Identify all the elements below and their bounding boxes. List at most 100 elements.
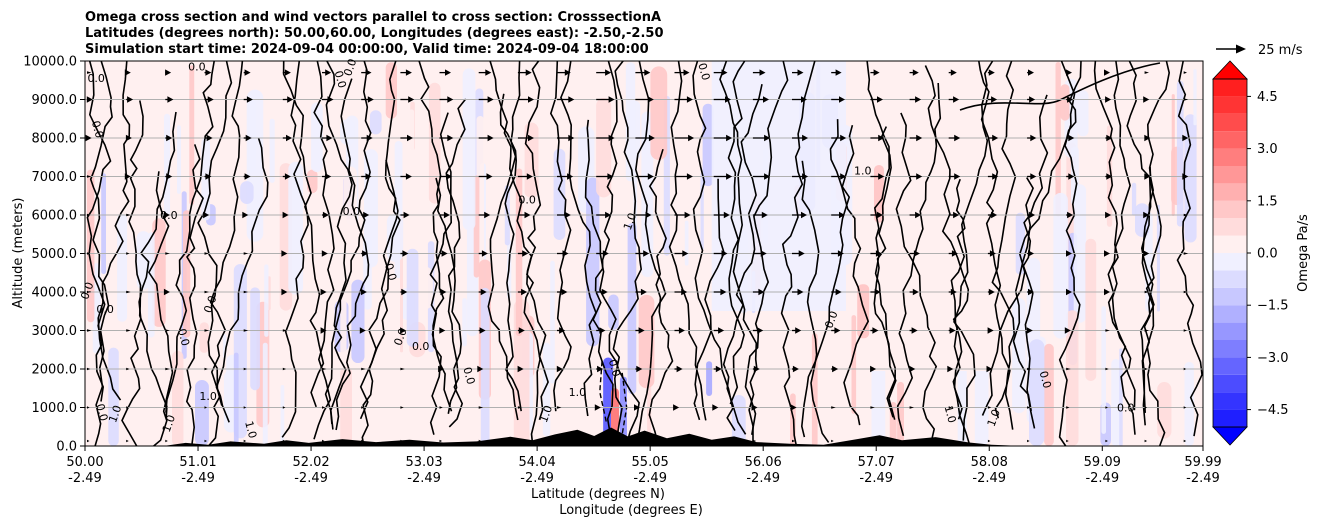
wind-arrow-head	[246, 96, 253, 103]
omega-patch	[868, 71, 1003, 371]
wind-arrow-head	[877, 211, 883, 219]
omega-patch	[650, 66, 668, 160]
x-tick-label-lat: 54.04	[519, 455, 556, 470]
omega-patch	[684, 220, 689, 266]
wind-arrow-head	[407, 134, 413, 142]
contour-label: 1.0	[854, 165, 872, 178]
contour-line	[1140, 60, 1171, 413]
colorbar-band	[1213, 131, 1247, 149]
wind-arrow-head	[518, 327, 525, 334]
chart-title: Omega cross section and wind vectors par…	[85, 10, 664, 57]
wind-arrow	[282, 439, 286, 443]
wind-arrow-head	[327, 96, 334, 103]
wind-arrow-head	[801, 96, 807, 103]
title-line-1: Omega cross section and wind vectors par…	[85, 10, 661, 25]
wind-arrow-head	[559, 327, 566, 334]
x-tick-label-lat: 56.06	[745, 455, 782, 470]
x-tick-label-lon: -2.49	[181, 471, 215, 486]
wind-arrow-head	[1028, 250, 1034, 257]
omega-patch	[542, 342, 551, 437]
wind-arrow-head	[912, 288, 919, 296]
wind-arrow-head	[163, 211, 170, 219]
wind-arrow-head	[870, 365, 877, 373]
colorbar-band	[1213, 148, 1247, 166]
omega-patch	[1131, 182, 1137, 216]
wind-arrow-head	[405, 173, 412, 180]
wind-arrow	[557, 406, 562, 409]
wind-arrow-head	[875, 250, 882, 257]
wind-arrow-head	[760, 250, 767, 257]
contour-label: 0.0	[332, 69, 349, 89]
x-tick-label-lat: 58.08	[971, 455, 1008, 470]
wind-arrow-head	[166, 134, 173, 142]
wind-arrow	[126, 406, 129, 409]
contour-line-negative	[599, 361, 608, 424]
colorbar-tick-label: −3.0	[1257, 351, 1289, 366]
x-tick-label-lat: 55.05	[632, 455, 669, 470]
terrain-silhouette	[85, 427, 1203, 446]
wind-arrow-head	[602, 250, 609, 257]
wind-arrow-head	[1030, 173, 1037, 180]
wind-arrow-head	[686, 173, 693, 180]
colorbar-band	[1213, 253, 1247, 271]
wind-arrow	[1183, 290, 1187, 294]
wind-arrow-head	[837, 250, 844, 257]
colorbar-band	[1213, 374, 1247, 393]
contour-label: 1.0	[569, 386, 587, 399]
wind-arrow-head	[912, 69, 919, 76]
wind-arrow-head	[644, 69, 651, 76]
contour-label: 0.0	[392, 327, 410, 348]
x-tick-label-lon: -2.49	[294, 471, 328, 486]
wind-arrow	[204, 329, 209, 332]
contour-line	[89, 60, 113, 447]
wind-arrow-head	[950, 288, 957, 296]
omega-patch	[177, 125, 181, 194]
wind-arrow-head	[951, 250, 958, 257]
wind-arrow-head	[363, 211, 370, 219]
wind-arrow	[1144, 406, 1148, 409]
omega-patch	[1156, 204, 1160, 312]
x-tick-label-lat: 52.02	[292, 455, 329, 470]
contour-line	[991, 60, 1017, 430]
wind-arrow	[909, 439, 913, 443]
wind-arrow	[1144, 439, 1148, 443]
contour-line	[86, 60, 112, 402]
y-tick-label: 6000.0	[32, 209, 78, 224]
wind-arrow-head	[797, 69, 804, 76]
contour-label: 0.0	[341, 57, 359, 78]
wind-arrow-head	[556, 365, 563, 373]
wind-arrow	[1105, 329, 1110, 332]
colorbar-tick-label: −1.5	[1257, 299, 1289, 314]
wind-arrow	[87, 367, 91, 371]
wind-arrow-head	[1104, 69, 1110, 76]
x-axis-label-longitude: Longitude (degrees E)	[559, 503, 703, 518]
wind-arrow-head	[447, 134, 454, 142]
wind-arrow-head	[684, 211, 691, 219]
wind-arrow	[1105, 367, 1109, 371]
contour-line	[634, 60, 667, 439]
colorbar-band	[1213, 357, 1247, 375]
wind-arrow-head	[1143, 96, 1150, 103]
wind-arrow-head	[365, 173, 372, 180]
wind-arrow	[792, 439, 796, 443]
wind-arrow-head	[992, 173, 999, 180]
omega-patch	[462, 298, 467, 347]
wind-arrow-head	[360, 288, 367, 296]
colorbar-band	[1213, 166, 1247, 184]
wind-arrow	[243, 439, 247, 443]
wind-arrow-head	[207, 96, 214, 103]
wind-arrow	[1027, 439, 1030, 443]
omega-patch	[233, 352, 239, 446]
contour-line	[959, 62, 1161, 111]
wind-arrow-head	[840, 134, 847, 142]
wind-arrow-head	[124, 173, 131, 180]
contour-line	[668, 60, 707, 421]
wind-arrow-head	[127, 96, 134, 103]
omega-patch	[364, 149, 378, 268]
contour-line	[896, 82, 942, 437]
wind-arrow-head	[1064, 327, 1071, 334]
wind-arrow-head	[792, 365, 799, 373]
wind-arrow-head	[647, 96, 654, 103]
omega-patch	[1044, 343, 1054, 446]
contour-line	[549, 60, 572, 412]
